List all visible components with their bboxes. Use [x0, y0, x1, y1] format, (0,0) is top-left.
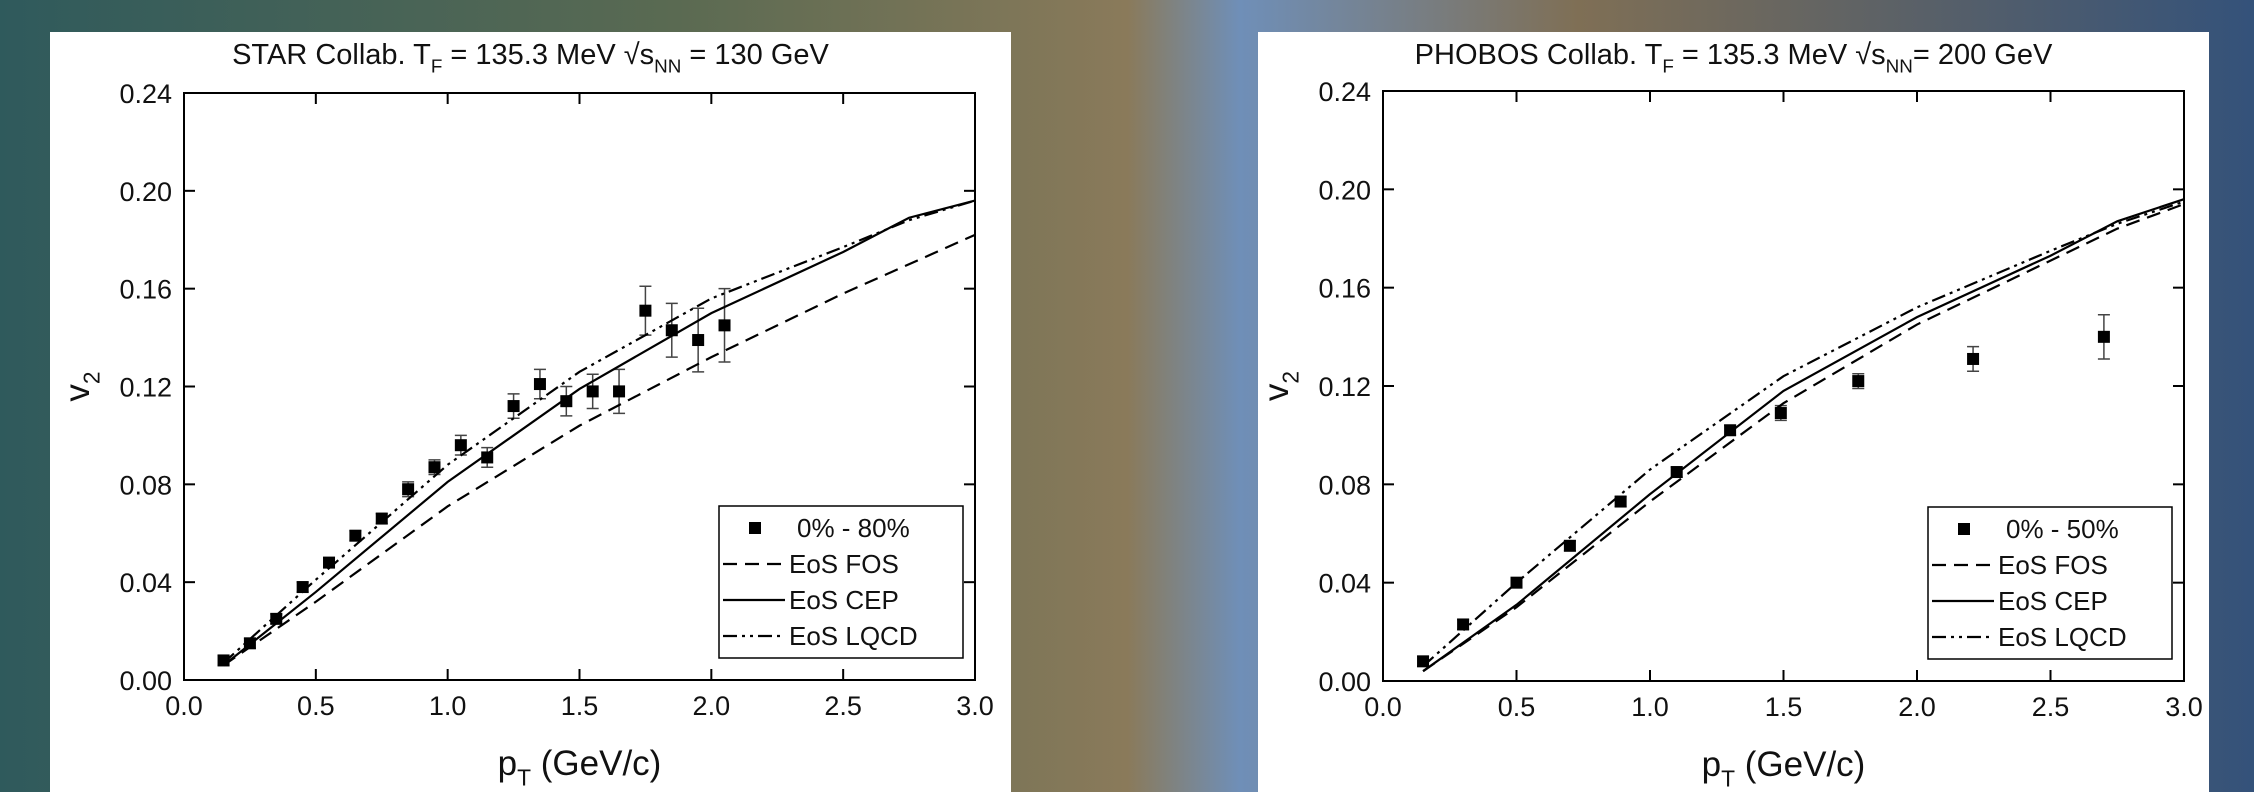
legend: 0% - 50% EoS FOS EoS CEP EoS LQCD — [1927, 506, 2173, 660]
text-part: = 135.3 MeV √s — [442, 39, 654, 71]
data-point — [349, 529, 362, 542]
x-tick-label: 3.0 — [956, 691, 994, 721]
y-tick-label: 0.00 — [1318, 667, 1371, 697]
x-axis-label: pT (GeV/c) — [498, 744, 662, 791]
y-tick-label: 0.12 — [119, 373, 172, 403]
x-axis-label: pT (GeV/c) — [1702, 745, 1866, 792]
y-tick-label: 0.20 — [119, 177, 172, 207]
data-point — [1852, 375, 1865, 388]
y-tick-label: 0.08 — [119, 470, 172, 500]
x-tick-label: 0.5 — [297, 691, 335, 721]
text-part: p — [1702, 745, 1721, 784]
text-part: (GeV/c) — [1735, 745, 1865, 784]
legend: 0% - 80% EoS FOS EoS CEP EoS LQCD — [718, 505, 964, 659]
subscript: F — [431, 56, 443, 77]
data-point — [560, 395, 573, 408]
data-point — [639, 304, 652, 317]
data-point — [613, 385, 626, 398]
x-tick-label: 0.5 — [1498, 692, 1536, 722]
data-point — [533, 378, 546, 391]
model-curve — [1422, 203, 2185, 673]
x-tick-label: 0.0 — [165, 691, 203, 721]
x-tick-label: 1.0 — [1631, 692, 1669, 722]
panel-background — [50, 32, 1011, 792]
panel-background — [1258, 32, 2209, 792]
text-part: = 135.3 MeV √s — [1674, 39, 1886, 71]
data-point — [507, 400, 520, 413]
legend-label: 0% - 80% — [797, 513, 910, 543]
y-tick-label: 0.24 — [119, 79, 172, 109]
legend-label: EoS FOS — [1998, 550, 2108, 580]
legend-label: EoS CEP — [1998, 586, 2108, 616]
text-part: = 200 GeV — [1913, 39, 2053, 71]
legend-label: 0% - 50% — [2006, 514, 2119, 544]
data-point — [718, 319, 731, 332]
text-part: = 130 GeV — [681, 39, 829, 71]
x-tick-label: 1.5 — [561, 691, 599, 721]
model-curve — [1422, 200, 2185, 668]
data-point — [2097, 330, 2110, 343]
data-point — [692, 334, 705, 347]
text-part: v — [58, 384, 97, 402]
subscript: 2 — [1278, 371, 1304, 384]
legend-marker — [749, 522, 761, 534]
y-tick-label: 0.04 — [119, 568, 172, 598]
x-tick-label: 1.0 — [429, 691, 467, 721]
data-point — [1563, 539, 1576, 552]
y-tick-label: 0.20 — [1318, 175, 1371, 205]
text-part: PHOBOS Collab. T — [1415, 39, 1663, 71]
y-axis-label: v2 — [58, 371, 105, 401]
data-point — [1614, 495, 1627, 508]
subscript: F — [1662, 56, 1674, 77]
subscript: NN — [654, 56, 681, 77]
data-point — [1457, 618, 1470, 631]
x-tick-label: 2.0 — [1898, 692, 1936, 722]
data-point — [481, 451, 494, 464]
text-part: (GeV/c) — [531, 744, 661, 783]
model-curve — [222, 233, 976, 667]
subscript: NN — [1886, 56, 1913, 77]
model-curve — [222, 199, 976, 664]
legend-label: EoS FOS — [789, 549, 899, 579]
text-part: STAR Collab. T — [232, 39, 431, 71]
text-part: p — [498, 744, 517, 783]
subscript: T — [1721, 766, 1735, 792]
x-tick-label: 1.5 — [1765, 692, 1803, 722]
y-tick-label: 0.12 — [1318, 372, 1371, 402]
text-part: v — [1257, 383, 1296, 401]
legend-marker — [1958, 523, 1970, 535]
data-point — [454, 439, 467, 452]
y-tick-label: 0.16 — [119, 275, 172, 305]
y-tick-label: 0.08 — [1318, 470, 1371, 500]
data-point — [1774, 407, 1787, 420]
chart-title: PHOBOS Collab. TF = 135.3 MeV √sNN= 200 … — [1415, 39, 2053, 77]
x-tick-label: 2.5 — [824, 691, 862, 721]
subscript: T — [517, 765, 531, 791]
x-tick-label: 2.5 — [2032, 692, 2070, 722]
data-point — [402, 483, 415, 496]
subscript: 2 — [79, 371, 105, 384]
x-tick-label: 2.0 — [693, 691, 731, 721]
data-point — [375, 512, 388, 525]
y-tick-label: 0.24 — [1318, 77, 1371, 107]
legend-label: EoS LQCD — [1998, 622, 2127, 652]
chart-panel: STAR Collab. TF = 135.3 MeV √sNN = 130 G… — [50, 32, 1011, 792]
y-tick-label: 0.00 — [119, 666, 172, 696]
data-point — [586, 385, 599, 398]
model-curve — [1422, 198, 2185, 673]
chart-panel: PHOBOS Collab. TF = 135.3 MeV √sNN= 200 … — [1257, 32, 2209, 792]
y-tick-label: 0.04 — [1318, 569, 1371, 599]
data-point — [1967, 352, 1980, 365]
x-tick-label: 0.0 — [1364, 692, 1402, 722]
chart-title: STAR Collab. TF = 135.3 MeV √sNN = 130 G… — [232, 39, 829, 77]
data-point — [428, 461, 441, 474]
legend-label: EoS CEP — [789, 585, 899, 615]
x-tick-label: 3.0 — [2165, 692, 2203, 722]
y-tick-label: 0.16 — [1318, 274, 1371, 304]
y-axis-label: v2 — [1257, 371, 1304, 401]
model-curve — [222, 199, 976, 667]
legend-label: EoS LQCD — [789, 621, 918, 651]
